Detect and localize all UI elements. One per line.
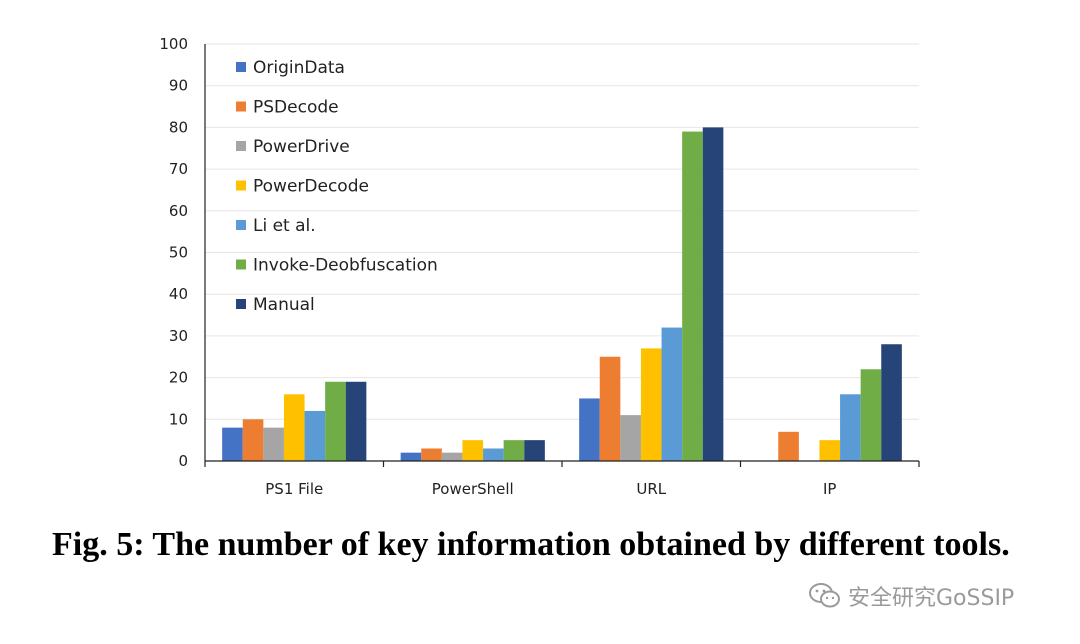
legend-swatch bbox=[236, 259, 246, 270]
category-labels: PS1 File PowerShell URL IP bbox=[265, 480, 836, 498]
y-tick-label: 30 bbox=[169, 327, 188, 345]
y-tick-label: 90 bbox=[169, 77, 188, 95]
bar bbox=[263, 427, 284, 461]
bar bbox=[345, 381, 367, 461]
legend-swatch bbox=[236, 220, 246, 230]
bar bbox=[819, 440, 841, 461]
legend-label: OriginData bbox=[253, 58, 345, 78]
legend-label: Manual bbox=[253, 295, 315, 315]
legend-swatch bbox=[236, 180, 246, 191]
y-tick-label: 50 bbox=[169, 244, 188, 262]
y-tick-label: 40 bbox=[169, 285, 188, 303]
bar bbox=[579, 398, 600, 461]
bar bbox=[242, 419, 264, 461]
bar bbox=[778, 431, 799, 461]
bar bbox=[860, 369, 882, 461]
y-tick-label: 100 bbox=[159, 35, 188, 53]
legend-swatch bbox=[236, 62, 246, 72]
legend: OriginData PSDecode PowerDrive PowerDecode L… bbox=[236, 58, 438, 315]
y-tick-label: 60 bbox=[169, 202, 188, 220]
axes bbox=[204, 44, 920, 467]
legend-label: PSDecode bbox=[253, 98, 339, 118]
bar bbox=[640, 348, 662, 461]
y-tick-label: 20 bbox=[169, 369, 188, 387]
legend-label: PowerDecode bbox=[253, 177, 369, 197]
y-tick-label: 0 bbox=[178, 452, 188, 470]
legend-label: Li et al. bbox=[253, 216, 316, 236]
bar bbox=[222, 427, 243, 461]
bar bbox=[682, 131, 703, 461]
bar bbox=[599, 356, 621, 461]
bar bbox=[620, 415, 641, 461]
legend-swatch bbox=[236, 101, 246, 112]
y-tick-labels: 0 10 20 30 40 50 60 70 80 90 100 bbox=[159, 35, 188, 470]
category-label: PS1 File bbox=[265, 480, 323, 498]
bar bbox=[400, 452, 422, 461]
bar bbox=[483, 448, 504, 461]
bars bbox=[222, 127, 902, 462]
y-tick-label: 80 bbox=[169, 118, 188, 136]
bar bbox=[661, 327, 683, 461]
bar bbox=[421, 448, 442, 461]
category-label: PowerShell bbox=[432, 480, 514, 498]
legend-label: PowerDrive bbox=[253, 137, 350, 157]
bar bbox=[881, 344, 902, 461]
category-label: URL bbox=[636, 480, 666, 498]
bar bbox=[702, 127, 724, 462]
legend-swatch bbox=[236, 299, 246, 309]
legend-swatch bbox=[236, 141, 246, 151]
bar bbox=[441, 452, 463, 461]
y-tick-label: 70 bbox=[169, 160, 188, 178]
watermark-text: 安全研究GoSSIP bbox=[848, 586, 1015, 611]
bar bbox=[462, 440, 484, 461]
category-label: IP bbox=[823, 480, 836, 498]
watermark: 安全研究GoSSIP bbox=[808, 580, 1014, 612]
figure-caption: Fig. 5: The number of key information ob… bbox=[52, 526, 1010, 563]
bar bbox=[283, 394, 305, 461]
wechat-icon bbox=[809, 583, 840, 608]
bar bbox=[840, 394, 861, 461]
bar-chart: 0 10 20 30 40 50 60 70 80 90 100 PS1 File PowerShel… bbox=[159, 35, 920, 498]
legend-label: Invoke-Deobfuscation bbox=[253, 256, 438, 276]
bar bbox=[325, 381, 346, 461]
y-tick-label: 10 bbox=[169, 410, 188, 428]
bar bbox=[524, 440, 545, 461]
bar bbox=[503, 440, 525, 461]
bar bbox=[304, 410, 326, 461]
gridlines bbox=[205, 43, 919, 420]
